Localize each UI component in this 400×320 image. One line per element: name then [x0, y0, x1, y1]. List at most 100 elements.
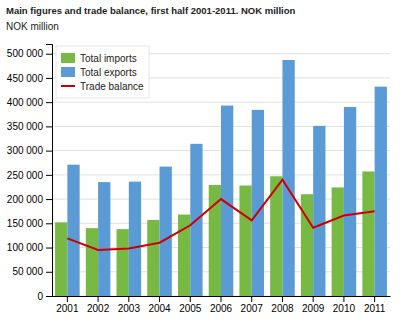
y-axis: 0 50 000 100 000 150 000 200 000 250 000 300 0… — [7, 45, 53, 302]
tick-label: 2008 — [271, 303, 294, 314]
tick: 2008 — [271, 296, 294, 314]
bar — [147, 220, 159, 296]
tick-label: 2003 — [118, 303, 141, 314]
tick-label: 2010 — [333, 303, 356, 314]
tick: 300 000 — [7, 145, 52, 156]
tick-mark — [46, 175, 52, 176]
tick-mark — [46, 199, 52, 200]
legend-item: Total imports — [61, 53, 137, 64]
tick-label: 300 000 — [7, 145, 44, 156]
legend-item: Total exports — [61, 67, 137, 78]
tick: 2009 — [302, 296, 325, 314]
tick: 2010 — [333, 296, 356, 314]
tick-mark — [98, 296, 99, 302]
tick-label: 2006 — [210, 303, 233, 314]
tick-label: 50 000 — [12, 266, 43, 277]
tick: 2011 — [364, 296, 386, 314]
bar — [344, 107, 356, 296]
plot: 2001 2002 2003 2004 2005 2006 2007 2008 2009 2010… — [7, 45, 391, 315]
bar — [160, 167, 172, 296]
legend-label: Total imports — [80, 53, 137, 64]
line — [67, 180, 374, 250]
tick-label: 450 000 — [7, 73, 44, 84]
tick-mark — [282, 296, 283, 302]
axis-line — [46, 45, 53, 297]
bar — [239, 186, 251, 296]
bar — [67, 165, 79, 296]
tick-mark — [343, 296, 344, 302]
legend-item: Trade balance — [61, 81, 144, 92]
tick: 2003 — [118, 296, 141, 314]
tick-mark — [46, 296, 52, 297]
legend-swatch — [61, 53, 75, 63]
bar — [375, 87, 387, 296]
tick-label: 400 000 — [7, 97, 44, 108]
bar — [313, 126, 325, 296]
tick: 100 000 — [7, 242, 52, 253]
tick-mark — [46, 151, 52, 152]
y-label: NOK million — [6, 21, 59, 32]
tick: 150 000 — [7, 218, 52, 229]
tick-mark — [190, 296, 191, 302]
tick-mark — [313, 296, 314, 302]
bar — [86, 228, 98, 296]
tick-mark — [46, 78, 52, 79]
legend-label: Trade balance — [80, 81, 144, 92]
tick-mark — [251, 296, 252, 302]
bar — [252, 110, 264, 296]
bar — [362, 171, 374, 296]
tick-mark — [46, 248, 52, 249]
tick-label: 2011 — [364, 303, 386, 314]
tick: 2006 — [210, 296, 233, 314]
legend-label: Total exports — [80, 67, 137, 78]
bar — [55, 222, 67, 296]
grid-line — [52, 102, 390, 103]
tick-mark — [221, 296, 222, 302]
tick-label: 200 000 — [7, 194, 44, 205]
tick: 350 000 — [7, 121, 52, 132]
tick: 250 000 — [7, 170, 52, 181]
tick-label: 2004 — [148, 303, 171, 314]
bar-series — [55, 171, 375, 296]
tick: 50 000 — [12, 266, 52, 277]
title: Main figures and trade balance, first ha… — [6, 5, 296, 16]
tick-mark — [46, 272, 52, 273]
tick-label: 2002 — [87, 303, 110, 314]
tick-mark — [374, 296, 375, 302]
tick-label: 100 000 — [7, 242, 44, 253]
tick: 2004 — [148, 296, 171, 314]
tick-label: 500 000 — [7, 48, 44, 59]
legend-swatch — [61, 67, 75, 77]
tick-mark — [46, 223, 52, 224]
tick-label: 350 000 — [7, 121, 44, 132]
tick-mark — [46, 126, 52, 127]
tick: 400 000 — [7, 97, 52, 108]
tick-label: 2005 — [179, 303, 202, 314]
bar — [129, 182, 141, 296]
tick: 2001 — [56, 296, 79, 314]
chart: Main figures and trade balance, first ha… — [0, 0, 400, 320]
tick: 450 000 — [7, 73, 52, 84]
bar — [301, 194, 313, 296]
bar — [98, 182, 110, 296]
tick-mark — [67, 296, 68, 302]
tick-label: 2001 — [56, 303, 79, 314]
bar — [282, 60, 294, 296]
legend: Total imports Total exports Trade balance — [56, 46, 149, 98]
tick-label: 150 000 — [7, 218, 44, 229]
tick: 2007 — [241, 296, 264, 314]
x-axis: 2001 2002 2003 2004 2005 2006 2007 2008 2009 2010… — [53, 296, 391, 314]
tick-label: 2009 — [302, 303, 325, 314]
legend-frame — [56, 46, 149, 98]
tick: 200 000 — [7, 194, 52, 205]
tick: 500 000 — [7, 48, 52, 59]
tick-label: 2007 — [241, 303, 264, 314]
tick-mark — [46, 54, 52, 55]
tick: 0 — [37, 291, 52, 302]
tick: 2005 — [179, 296, 202, 314]
bar — [117, 229, 129, 296]
tick: 2002 — [87, 296, 110, 314]
tick-label: 0 — [37, 291, 43, 302]
grid — [52, 54, 390, 296]
tick-label: 250 000 — [7, 170, 44, 181]
